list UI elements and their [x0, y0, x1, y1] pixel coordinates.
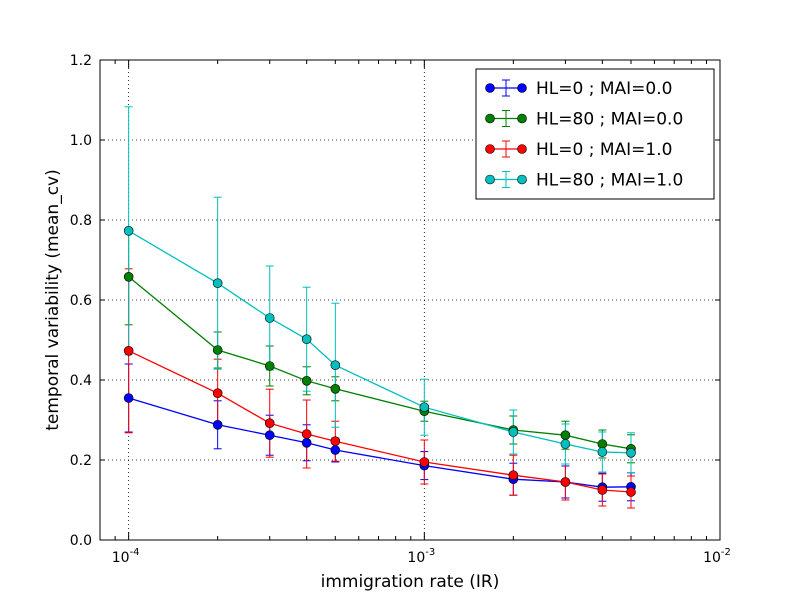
data-point: [264, 430, 275, 441]
data-point: [123, 345, 134, 356]
data-point: [560, 430, 571, 441]
data-point: [508, 470, 519, 481]
legend: HL=0 ; MAI=0.0 HL=80 ; MAI=0.0 HL=0 ; MAI=…: [475, 68, 715, 200]
y-tick-label: 1.2: [70, 53, 92, 69]
legend-item: HL=80 ; MAI=0.0: [485, 110, 683, 130]
y-tick-label: 0.8: [70, 213, 92, 229]
data-point: [123, 226, 134, 236]
data-point: [264, 361, 275, 371]
legend-marker: [485, 144, 495, 154]
series-line: [128, 397, 632, 488]
data-point: [212, 345, 223, 355]
data-point: [330, 360, 341, 371]
legend-item: HL=0 ; MAI=0.0: [485, 79, 672, 99]
legend-label: HL=0 ; MAI=0.0: [536, 79, 672, 99]
legend-marker: [517, 174, 527, 185]
data-point: [301, 375, 312, 386]
legend-marker: [517, 144, 527, 154]
data-point: [264, 418, 275, 429]
legend-marker: [517, 113, 527, 124]
data-point: [330, 445, 341, 455]
legend-marker: [485, 83, 495, 93]
x-axis-label: immigration rate (IR): [321, 572, 500, 592]
data-points: [123, 226, 636, 497]
legend-label: HL=80 ; MAI=1.0: [536, 171, 683, 191]
data-point: [597, 447, 608, 457]
y-tick-label: 0.2: [70, 453, 92, 469]
legend-marker: [485, 174, 495, 185]
data-point: [419, 402, 430, 413]
data-point: [560, 477, 571, 487]
data-point: [330, 383, 341, 394]
series-lines: [128, 230, 632, 493]
series-line: [128, 230, 632, 454]
data-point: [123, 271, 134, 282]
data-point: [597, 485, 608, 495]
y-tick-label: 0.4: [70, 373, 92, 389]
data-point: [301, 429, 312, 439]
data-point: [212, 278, 223, 289]
x-tick-label: 10-4: [112, 547, 140, 566]
y-tick-label: 0.0: [70, 533, 92, 549]
data-point: [419, 457, 430, 467]
legend-item: HL=80 ; MAI=1.0: [485, 171, 683, 191]
x-tick-label: 10-2: [703, 547, 731, 566]
y-axis-label: temporal variability (mean_cv): [43, 169, 63, 431]
legend-label: HL=80 ; MAI=0.0: [536, 110, 683, 130]
legend-marker: [517, 83, 527, 93]
series-line: [128, 350, 632, 493]
data-point: [330, 436, 341, 447]
x-tick-label: 10-3: [407, 547, 435, 566]
data-point: [301, 334, 312, 345]
y-tick-label: 1.0: [70, 133, 92, 149]
series-line: [128, 276, 632, 450]
data-point: [212, 388, 223, 399]
data-point: [301, 437, 312, 448]
y-tick-label: 0.6: [70, 293, 92, 309]
legend-box: [475, 68, 715, 200]
data-point: [626, 487, 636, 497]
data-point: [626, 447, 636, 458]
data-point: [560, 439, 571, 449]
legend-marker: [485, 113, 495, 124]
data-point: [123, 393, 134, 403]
data-point: [508, 427, 519, 437]
data-point: [597, 439, 608, 449]
legend-label: HL=0 ; MAI=1.0: [536, 140, 672, 160]
legend-item: HL=0 ; MAI=1.0: [485, 140, 672, 160]
data-point: [212, 419, 223, 430]
data-point: [264, 313, 275, 323]
